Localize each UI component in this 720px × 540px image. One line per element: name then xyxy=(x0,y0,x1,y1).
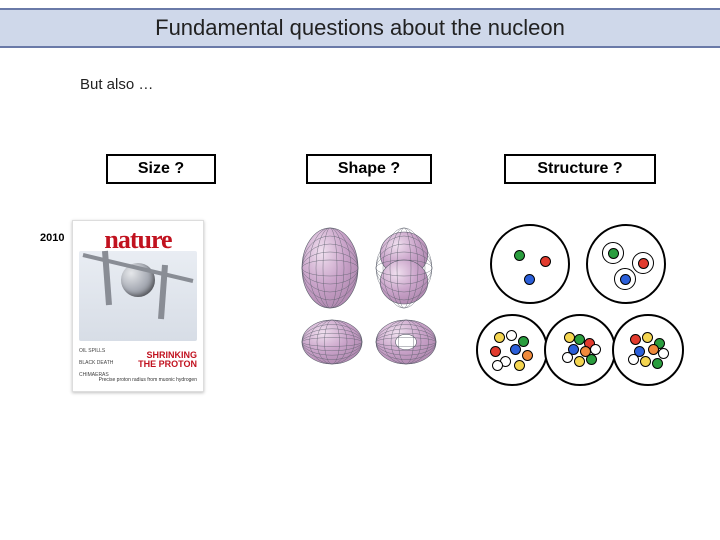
quark-icon xyxy=(514,360,525,371)
title-bar: Fundamental questions about the nucleon xyxy=(0,8,720,48)
magazine-cover: nature SHRINKINGTHE PROTON Precise proto… xyxy=(72,220,204,392)
structure-circle xyxy=(586,224,666,304)
box-size-label: Size ? xyxy=(138,160,184,177)
quark-icon xyxy=(648,344,659,355)
structure-circle xyxy=(612,314,684,386)
quark-icon xyxy=(652,358,663,369)
quark-icon xyxy=(630,334,641,345)
box-structure-label: Structure ? xyxy=(537,160,622,177)
quark-icon xyxy=(514,250,525,261)
quark-icon xyxy=(590,344,601,355)
shape-panel xyxy=(280,222,440,382)
magazine-sidebar-2: BLACK DEATH xyxy=(79,361,113,367)
quark-icon xyxy=(564,332,575,343)
quark-icon xyxy=(620,274,631,285)
quark-icon xyxy=(628,354,639,365)
shape-diagram xyxy=(280,222,440,382)
magazine-sidebar-1: OIL SPILLS xyxy=(79,349,105,355)
subtitle: But also … xyxy=(80,76,153,93)
quark-icon xyxy=(506,330,517,341)
quark-icon xyxy=(574,356,585,367)
quark-icon xyxy=(522,350,533,361)
quark-icon xyxy=(608,248,619,259)
quark-icon xyxy=(490,346,501,357)
quark-icon xyxy=(574,334,585,345)
magazine-subhead: Precise proton radius from muonic hydrog… xyxy=(99,378,197,383)
quark-icon xyxy=(586,354,597,365)
structure-circle xyxy=(544,314,616,386)
quark-icon xyxy=(658,348,669,359)
box-structure: Structure ? xyxy=(504,154,656,184)
magazine-headline: SHRINKINGTHE PROTON xyxy=(138,351,197,369)
quark-icon xyxy=(562,352,573,363)
quark-icon xyxy=(640,356,651,367)
quark-icon xyxy=(492,360,503,371)
structure-circle xyxy=(490,224,570,304)
year-label: 2010 xyxy=(40,232,64,244)
quark-icon xyxy=(524,274,535,285)
box-shape-label: Shape ? xyxy=(338,160,400,177)
page-title: Fundamental questions about the nucleon xyxy=(155,15,565,41)
structure-circle xyxy=(476,314,548,386)
quark-icon xyxy=(638,258,649,269)
magazine-sidebar-3: CHIMAERAS xyxy=(79,373,109,379)
box-shape: Shape ? xyxy=(306,154,432,184)
quark-icon xyxy=(540,256,551,267)
quark-icon xyxy=(494,332,505,343)
quark-icon xyxy=(510,344,521,355)
quark-icon xyxy=(642,332,653,343)
structure-panel xyxy=(478,222,678,392)
box-size: Size ? xyxy=(106,154,216,184)
